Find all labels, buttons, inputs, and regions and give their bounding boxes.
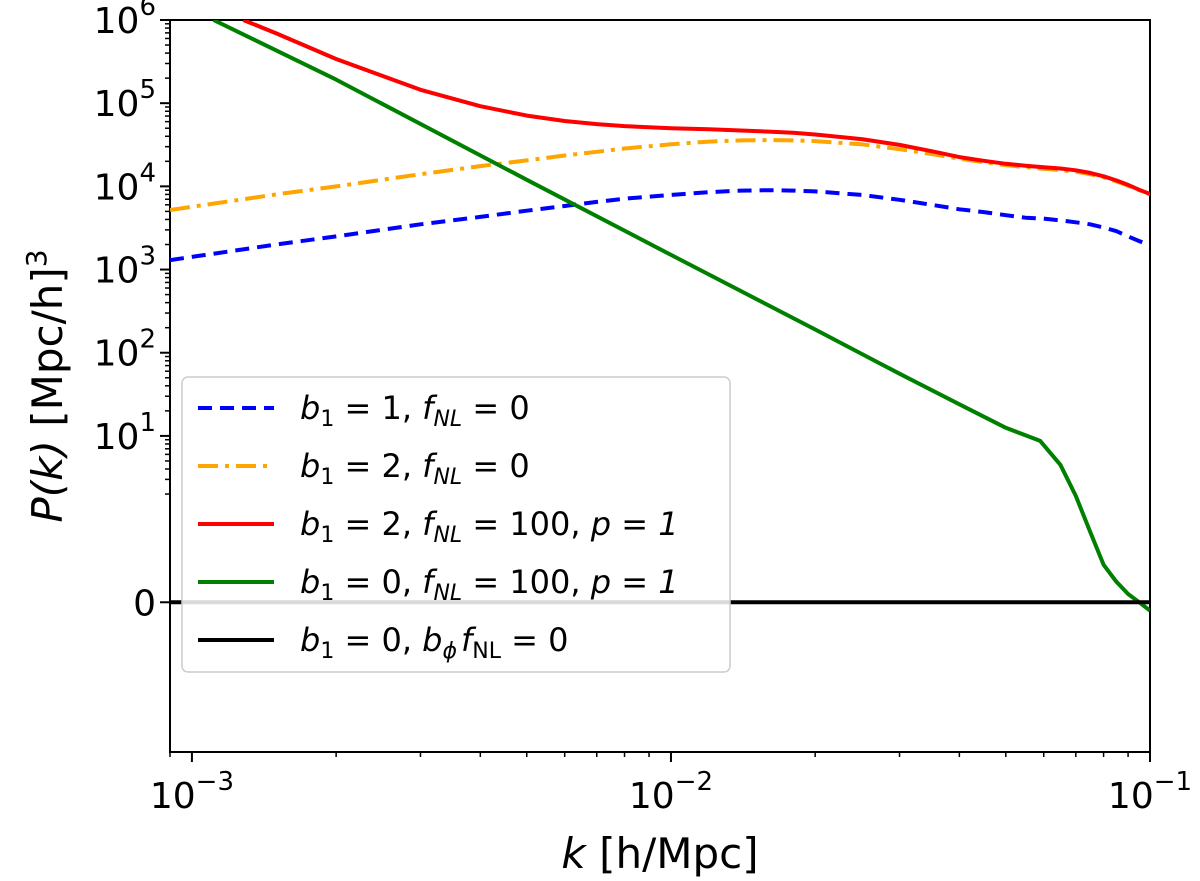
y-tick-label: 104 [94, 158, 156, 208]
y-axis-unit: [Mpc/h] [23, 267, 72, 440]
x-tick-label: 10−2 [629, 767, 713, 817]
y-tick-label: 105 [94, 75, 156, 125]
axes: 10−3 10−2 10−1 0 101 102 103 104 105 106 [94, 0, 1192, 817]
x-tick-label: 10−1 [1108, 767, 1192, 817]
x-axis-variable: k [561, 829, 587, 878]
x-tick-label: 10−3 [150, 767, 234, 817]
y-tick-label: 101 [94, 408, 156, 458]
series-line-2 [170, 138, 1150, 212]
legend-label: b1 = 1, fNL = 0 [300, 389, 530, 432]
legend-label: b1 = 0, fNL = 100, p = 1 [300, 563, 679, 606]
y-axis-unit-exponent: 3 [20, 249, 53, 267]
legend-box [181, 376, 731, 673]
series-line-4 [212, 20, 1150, 613]
series-line-1 [170, 188, 1150, 263]
x-axis-unit: [h/Mpc] [586, 829, 759, 878]
y-tick-label: 103 [94, 242, 156, 292]
legend-label: b1 = 2, fNL = 100, p = 1 [300, 505, 679, 548]
y-tick-label: 0 [133, 583, 156, 624]
series-line-3 [242, 20, 1150, 196]
y-axis-variable: P(k) [23, 440, 72, 522]
legend: b1 = 1, fNL = 0 b1 = 2, fNL = 0 b1 = 2, fN… [181, 376, 731, 673]
x-axis-label: k [h/Mpc] [561, 829, 758, 878]
y-tick-label: 102 [94, 325, 156, 375]
y-tick-label: 106 [94, 0, 156, 42]
legend-label: b1 = 2, fNL = 0 [300, 447, 530, 490]
legend-label: b1 = 0, bϕ fNL = 0 [300, 621, 569, 664]
y-axis-label: P(k) [Mpc/h]3 [20, 249, 72, 522]
